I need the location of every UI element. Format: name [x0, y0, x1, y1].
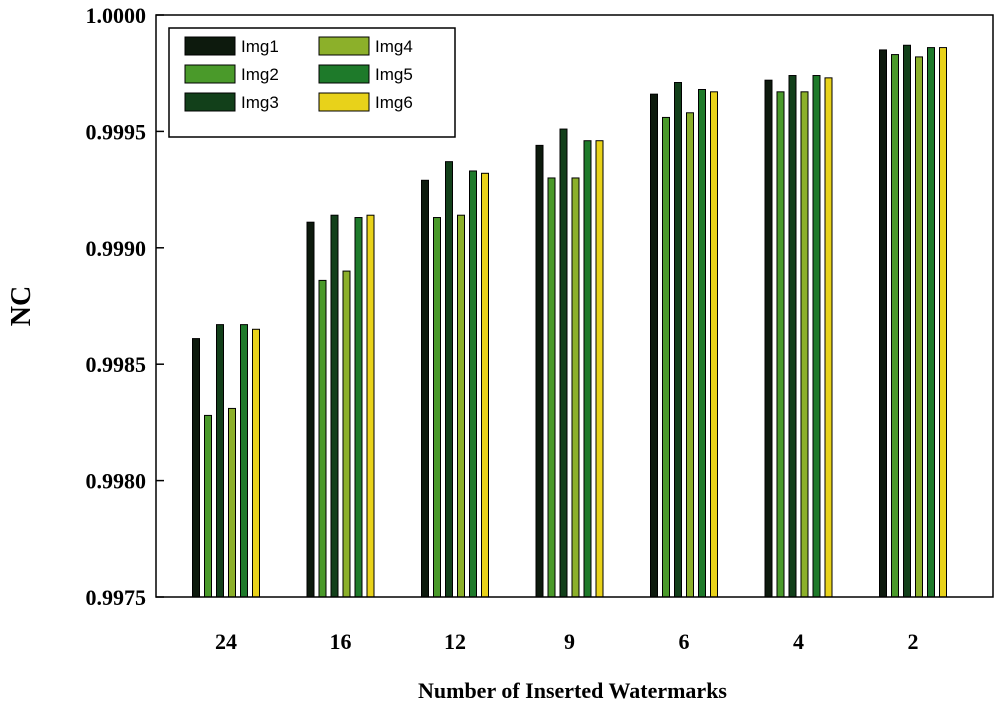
legend-swatch-img6	[318, 92, 370, 112]
legend-label-img4: Img4	[375, 37, 413, 56]
bar-img5-6	[698, 88, 706, 598]
bars	[192, 44, 947, 598]
y-axis-title: NC	[6, 286, 37, 326]
y-tick-label: 0.9990	[86, 236, 147, 261]
bar-img2-4	[776, 91, 785, 598]
bar-img1-12	[421, 179, 429, 598]
bar-img2-9	[547, 177, 556, 598]
bar-img1-16	[306, 221, 315, 598]
legend-label-img6: Img6	[375, 93, 413, 112]
bar-img2-2	[891, 54, 899, 598]
bar-img6-6	[710, 91, 718, 598]
bar-img2-16	[318, 279, 327, 598]
bar-img3-6	[674, 82, 682, 598]
legend-label-img2: Img2	[241, 65, 279, 84]
bar-img4-12	[457, 214, 465, 598]
legend-swatch-img3	[184, 92, 236, 112]
bar-img5-4	[812, 75, 821, 598]
legend-swatch-img2	[184, 64, 236, 84]
legend-swatch-img1	[184, 36, 236, 56]
x-tick-label: 24	[215, 629, 237, 654]
x-tick-label: 16	[330, 629, 352, 654]
bar-img3-12	[445, 161, 453, 598]
bar-img6-9	[595, 140, 604, 598]
plot-frame	[155, 14, 994, 598]
bar-img3-9	[559, 128, 568, 598]
bar-img1-4	[764, 79, 773, 598]
bar-img5-12	[469, 170, 477, 598]
bar-img4-24	[228, 407, 236, 598]
legend: Img1 Img2 Img3 Img4 Img5 Img6	[168, 27, 456, 138]
legend-label-img5: Img5	[375, 65, 413, 84]
bar-img5-9	[583, 140, 592, 598]
x-tick-label: 6	[679, 629, 690, 654]
x-tick-label: 4	[793, 629, 804, 654]
bar-img6-12	[481, 172, 489, 598]
bar-img5-2	[927, 47, 935, 598]
x-tick-labels: 24 16 12 9 6 4 2	[215, 629, 919, 654]
y-tick-marks	[156, 14, 164, 598]
bar-img4-9	[571, 177, 580, 598]
bar-img1-24	[192, 338, 200, 598]
bar-img3-2	[903, 44, 911, 598]
x-tick-label: 2	[908, 629, 919, 654]
legend-label-img3: Img3	[241, 93, 279, 112]
bar-img6-24	[252, 328, 260, 598]
bar-img2-24	[204, 414, 212, 598]
legend-swatch-img4	[318, 36, 370, 56]
y-tick-labels: 0.9975 0.9980 0.9985 0.9990 0.9995 1.0000	[86, 3, 147, 610]
y-tick-label: 0.9975	[86, 585, 147, 610]
bar-img6-16	[366, 214, 375, 598]
x-tick-label: 12	[444, 629, 466, 654]
bar-img3-4	[788, 75, 797, 598]
bar-img2-6	[662, 116, 670, 598]
bar-img2-12	[433, 217, 441, 598]
bar-img5-24	[240, 324, 248, 598]
legend-label-img1: Img1	[241, 37, 279, 56]
bar-img3-24	[216, 324, 224, 598]
y-tick-label: 0.9985	[86, 352, 147, 377]
bar-img6-2	[939, 47, 947, 598]
bar-img1-6	[650, 93, 658, 598]
y-tick-label: 1.0000	[86, 3, 147, 28]
bar-img4-16	[342, 270, 351, 598]
bar-img5-16	[354, 217, 363, 598]
bar-img1-2	[879, 49, 887, 598]
bar-img4-2	[915, 56, 923, 598]
bar-img1-9	[535, 144, 544, 598]
bar-img3-16	[330, 214, 339, 598]
bar-img4-4	[800, 91, 809, 598]
bar-img6-4	[824, 77, 833, 598]
y-tick-label: 0.9980	[86, 469, 147, 494]
y-tick-label: 0.9995	[86, 119, 147, 144]
x-tick-label: 9	[564, 629, 575, 654]
x-axis-title: Number of Inserted Watermarks	[418, 678, 727, 703]
bar-img4-6	[686, 112, 694, 598]
legend-swatch-img5	[318, 64, 370, 84]
